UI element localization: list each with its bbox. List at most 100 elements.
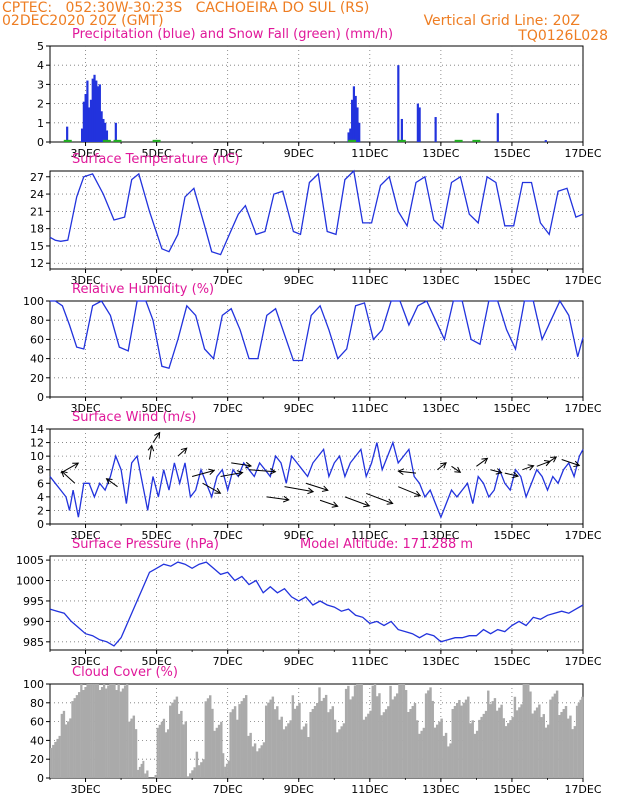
cloud-bar <box>238 704 241 778</box>
y-tick-label: 985 <box>23 636 44 649</box>
cloud-bar <box>311 709 315 778</box>
precip-bar <box>544 140 547 142</box>
x-tick-label: 13DEC <box>422 402 459 415</box>
cloud-bar <box>256 751 259 778</box>
y-tick-label: 995 <box>23 595 44 608</box>
cloud-bar <box>464 699 468 778</box>
cloud-bar <box>86 684 89 778</box>
cloud-bar <box>511 717 514 778</box>
cloud-bar <box>121 688 125 778</box>
cloud-bar <box>404 690 408 778</box>
cloud-bar <box>429 687 432 778</box>
station-info: CPTEC: 052:30W-30:23S CACHOEIRA DO SUL (… <box>2 0 370 16</box>
cloud-bar <box>90 684 93 778</box>
cloud-bar <box>240 701 243 778</box>
cloud-bar <box>360 684 363 778</box>
cloud-bar <box>438 721 441 778</box>
wind-arrow <box>202 482 221 494</box>
x-tick-label: 3DEC <box>70 655 100 668</box>
cloud-bar <box>362 719 366 778</box>
cloud-bar <box>222 753 225 778</box>
wind-arrowhead <box>245 461 253 469</box>
cloud-bar <box>573 726 577 778</box>
y-tick-label: 4 <box>37 59 44 72</box>
precip-bar <box>98 84 101 142</box>
cloud-bar <box>62 710 66 778</box>
cloud-bar <box>491 701 494 778</box>
cloud-bar <box>300 729 303 778</box>
cloud-bar <box>132 715 136 778</box>
cloud-bar <box>555 690 559 778</box>
cloud-bar <box>467 696 470 778</box>
precip-bar <box>352 86 356 142</box>
cloud-bar <box>562 709 565 778</box>
cloud-bar <box>458 699 461 778</box>
wind-vectors <box>60 431 581 508</box>
wind-arrowhead <box>397 468 405 475</box>
precip-bar <box>351 99 354 142</box>
cloud-bar <box>71 701 74 778</box>
cloud-bar <box>58 735 61 778</box>
cloud-bar <box>487 690 490 778</box>
cloud-bar <box>262 742 266 778</box>
precip-bar <box>397 65 400 142</box>
snow-bar <box>63 139 72 142</box>
cloud-bar <box>524 684 528 778</box>
cloud-bar <box>244 695 248 778</box>
cloud-bar <box>327 712 330 778</box>
x-tick-label: 17DEC <box>564 655 601 668</box>
y-tick-label: 21 <box>30 205 44 218</box>
precip-bar <box>84 94 87 142</box>
cloud-bar <box>515 710 519 778</box>
cloud-bar <box>98 690 102 778</box>
cloud-bar <box>367 713 370 778</box>
y-tick-label: 20 <box>30 753 44 766</box>
cloud-bar <box>82 690 85 778</box>
precip-bar <box>95 80 98 142</box>
wind-arrow <box>398 470 417 474</box>
panel-5: 0 20 40 60 80 100 3DEC 5DEC 7DEC 9DEC 11DEC 13DEC 15… <box>23 665 602 796</box>
cloud-bar <box>324 694 328 778</box>
y-tick-label: 18 <box>30 223 44 236</box>
cloud-bar <box>144 773 147 778</box>
cloud-bar <box>387 706 390 778</box>
cloud-bar <box>567 718 570 778</box>
cloud-bar <box>329 709 332 778</box>
cloud-bar <box>213 730 216 778</box>
cloud-bar <box>493 698 497 778</box>
wind-arrow <box>476 457 488 467</box>
y-tick-label: 1000 <box>16 575 44 588</box>
cloud-bar <box>560 712 563 778</box>
cloud-bar <box>130 718 133 778</box>
panel-title: Relative Humidity (%) <box>72 282 214 297</box>
cloud-bar <box>393 696 397 778</box>
model-altitude: Model Altitude: 171.288 m <box>300 537 473 552</box>
cloud-bar <box>231 709 235 778</box>
cloud-bar <box>400 684 403 778</box>
x-tick-label: 15DEC <box>493 655 530 668</box>
wind-arrow <box>248 469 276 473</box>
y-tick-label: 12 <box>30 437 44 450</box>
precip-bar <box>416 103 419 142</box>
wind-arrow <box>319 499 338 507</box>
panel-0: 0 1 2 3 4 5 3DEC 5DEC 7DEC 9DEC 11DEC 13DEC 15DEC 17D… <box>37 27 602 160</box>
y-tick-label: 5 <box>37 40 44 53</box>
snow-bar <box>472 139 481 142</box>
cloud-bar <box>287 723 290 778</box>
cloud-bar <box>128 721 131 778</box>
x-tick-label: 7DEC <box>213 274 243 287</box>
cloud-bar <box>402 684 406 778</box>
y-tick-label: 24 <box>30 188 44 201</box>
cloud-bar <box>384 709 388 778</box>
x-tick-label: 17DEC <box>564 402 601 415</box>
cloud-bar <box>522 684 526 778</box>
cloud-bar <box>249 732 252 778</box>
x-tick-label: 5DEC <box>142 655 172 668</box>
x-tick-label: 13DEC <box>422 783 459 796</box>
y-tick-label: 0 <box>37 136 44 149</box>
cloud-bar <box>396 693 399 778</box>
y-tick-label: 990 <box>23 615 44 628</box>
cloud-bar <box>247 735 250 778</box>
cloud-bar <box>351 696 355 778</box>
cloud-bar <box>373 684 377 778</box>
